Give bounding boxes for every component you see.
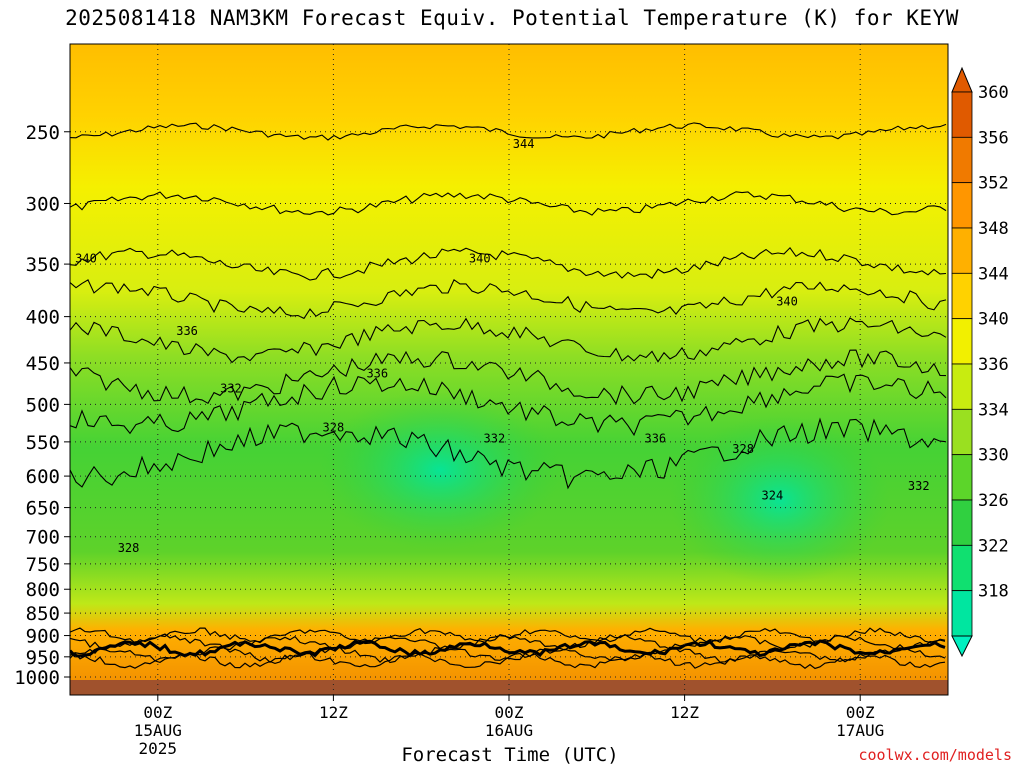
contour-lowlevel-2 — [70, 639, 946, 658]
colorbar-band-360 — [951, 91, 973, 138]
contour-label-7: 332 — [220, 381, 242, 395]
contour-label-12: 332 — [908, 479, 930, 493]
colorbar-band-344 — [951, 272, 973, 320]
contour-338 — [70, 278, 947, 320]
contour-334 — [70, 349, 947, 405]
ytick-label-600: 600 — [26, 466, 60, 488]
colorbar-band-340 — [951, 318, 973, 365]
xtick-date-0: 15AUG — [134, 721, 182, 740]
ground-band — [70, 680, 948, 695]
colorbar-band-348 — [951, 227, 973, 274]
colorbar-label-336: 336 — [978, 355, 1009, 375]
colorbar-label-322: 322 — [978, 536, 1009, 556]
colorbar: 360 356 352 348 344 340 336 334 330 326 322 318 — [951, 66, 1009, 658]
colorbar-band-326 — [951, 499, 973, 546]
contour-340 — [70, 246, 947, 281]
ytick-label-350: 350 — [26, 254, 60, 276]
ytick-label-800: 800 — [26, 579, 60, 601]
colorbar-band-334 — [951, 408, 973, 456]
xtick-date-2: 16AUG — [485, 721, 533, 740]
colorbar-band-330 — [951, 454, 973, 501]
contour-label-9: 328 — [323, 420, 345, 434]
contour-label-11: 324 — [762, 488, 784, 502]
contour-labels: 344 340 340 340 336 336 336 332 332 328 328 324 332 3… — [75, 137, 929, 555]
ytick-label-650: 650 — [26, 498, 60, 520]
colorbar-label-356: 356 — [978, 128, 1009, 148]
contour-label-1: 340 — [75, 251, 97, 265]
cool-region-16aug — [320, 390, 560, 550]
contour-label-10: 328 — [732, 442, 754, 456]
contour-344 — [70, 122, 947, 141]
gridlines — [70, 44, 948, 695]
ytick-label-850: 850 — [26, 603, 60, 625]
colorbar-band-318 — [951, 590, 973, 637]
ytick-label-700: 700 — [26, 527, 60, 549]
pressure-axis: 2503003504004505005506006507007508008509… — [14, 122, 70, 689]
colorbar-label-334: 334 — [978, 400, 1009, 420]
colorbar-label-318: 318 — [978, 582, 1009, 602]
ytick-label-950: 950 — [26, 647, 60, 669]
colorbar-label-348: 348 — [978, 219, 1009, 239]
colorbar-band-336 — [951, 363, 973, 410]
ytick-label-400: 400 — [26, 307, 60, 329]
colorbar-band-356 — [951, 136, 973, 184]
contour-label-0: 344 — [513, 137, 535, 151]
xtick-year-0: 2025 — [139, 739, 178, 758]
ytick-label-1000: 1000 — [14, 667, 60, 689]
contour-label-5: 336 — [366, 366, 388, 380]
ytick-label-750: 750 — [26, 554, 60, 576]
ytick-label-300: 300 — [26, 193, 60, 215]
ytick-label-450: 450 — [26, 353, 60, 375]
colorbar-top-arrow — [951, 66, 973, 93]
contour-336 — [70, 317, 947, 364]
contour-label-6: 336 — [644, 431, 666, 445]
xtick-label-1: 12Z — [319, 703, 348, 722]
colorbar-band-352 — [951, 182, 973, 229]
xtick-label-2: 00Z — [495, 703, 524, 722]
contour-label-8: 332 — [484, 431, 506, 445]
contour-342 — [70, 191, 947, 216]
colorbar-bottom-arrow — [951, 635, 973, 658]
ytick-label-500: 500 — [26, 394, 60, 416]
contour-330 — [70, 417, 947, 490]
colorbar-label-360: 360 — [978, 83, 1009, 103]
ytick-label-550: 550 — [26, 432, 60, 454]
ytick-label-250: 250 — [26, 122, 60, 144]
colorbar-label-344: 344 — [978, 264, 1009, 284]
xtick-label-0: 00Z — [143, 703, 172, 722]
xtick-label-3: 12Z — [670, 703, 699, 722]
cool-region-17aug — [670, 415, 890, 585]
contour-332 — [70, 373, 947, 437]
colorbar-label-326: 326 — [978, 491, 1009, 511]
contour-label-4: 336 — [176, 324, 198, 338]
contour-lowlevel-4 — [70, 652, 946, 670]
site-credit[interactable]: coolwx.com/models — [858, 746, 1012, 764]
xtick-date-4: 17AUG — [836, 721, 884, 740]
colorbar-label-352: 352 — [978, 174, 1009, 194]
xtick-label-4: 00Z — [846, 703, 875, 722]
colorbar-band-322 — [951, 544, 973, 592]
contour-label-2: 340 — [469, 251, 491, 265]
x-axis-title: Forecast Time (UTC) — [401, 744, 619, 766]
contour-lines — [70, 122, 947, 670]
contour-label-3: 340 — [776, 295, 798, 309]
ytick-label-900: 900 — [26, 626, 60, 648]
colorbar-label-330: 330 — [978, 446, 1009, 466]
chart-title: 2025081418 NAM3KM Forecast Equiv. Potent… — [65, 6, 959, 30]
colorbar-label-340: 340 — [978, 310, 1009, 330]
contour-label-13: 328 — [118, 541, 140, 555]
